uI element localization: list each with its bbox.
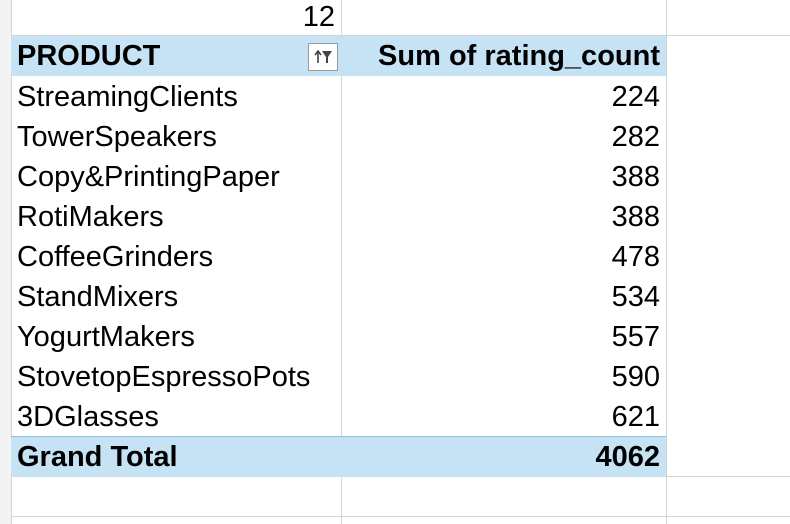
pivot-row-product[interactable]: 3DGlasses	[17, 401, 159, 433]
pivot-row-product[interactable]: Copy&PrintingPaper	[17, 161, 280, 193]
pivot-header-row	[11, 36, 666, 76]
sort-filter-button[interactable]	[308, 43, 338, 71]
pivot-row-value[interactable]: 478	[611, 241, 660, 273]
row-gridline	[11, 516, 790, 517]
pivot-row-product[interactable]: StovetopEspressoPots	[17, 361, 311, 393]
column-gridline	[666, 0, 667, 524]
pivot-row-product[interactable]: CoffeeGrinders	[17, 241, 214, 273]
pivot-row-value[interactable]: 224	[611, 81, 660, 113]
total-top-border	[11, 436, 666, 437]
pivot-row-product[interactable]: StandMixers	[17, 281, 179, 313]
top-cell[interactable]: 12	[302, 1, 335, 33]
pivot-row-value[interactable]: 388	[611, 161, 660, 193]
pivot-row-value[interactable]: 388	[611, 201, 660, 233]
pivot-row-value[interactable]: 621	[611, 401, 660, 433]
pivot-row-product[interactable]: RotiMakers	[17, 201, 164, 233]
pivot-row-value[interactable]: 557	[611, 321, 660, 353]
pivot-row-value[interactable]: 282	[611, 121, 660, 153]
pivot-row-product[interactable]: StreamingClients	[17, 81, 238, 113]
grand-total-row	[11, 437, 666, 477]
grand-total-label[interactable]: Grand Total	[17, 441, 178, 473]
pivot-row-value[interactable]: 534	[611, 281, 660, 313]
row-header-strip[interactable]	[0, 0, 12, 524]
grand-total-value[interactable]: 4062	[595, 441, 660, 473]
pivot-row-label-header[interactable]: PRODUCT	[17, 40, 161, 72]
pivot-row-value[interactable]: 590	[611, 361, 660, 393]
row-gridline	[11, 35, 790, 36]
pivot-row-product[interactable]: TowerSpeakers	[17, 121, 217, 153]
sort-filter-icon	[314, 49, 332, 63]
pivot-row-product[interactable]: YogurtMakers	[17, 321, 195, 353]
column-gridline	[341, 0, 342, 524]
pivot-value-header[interactable]: Sum of rating_count	[378, 40, 660, 72]
